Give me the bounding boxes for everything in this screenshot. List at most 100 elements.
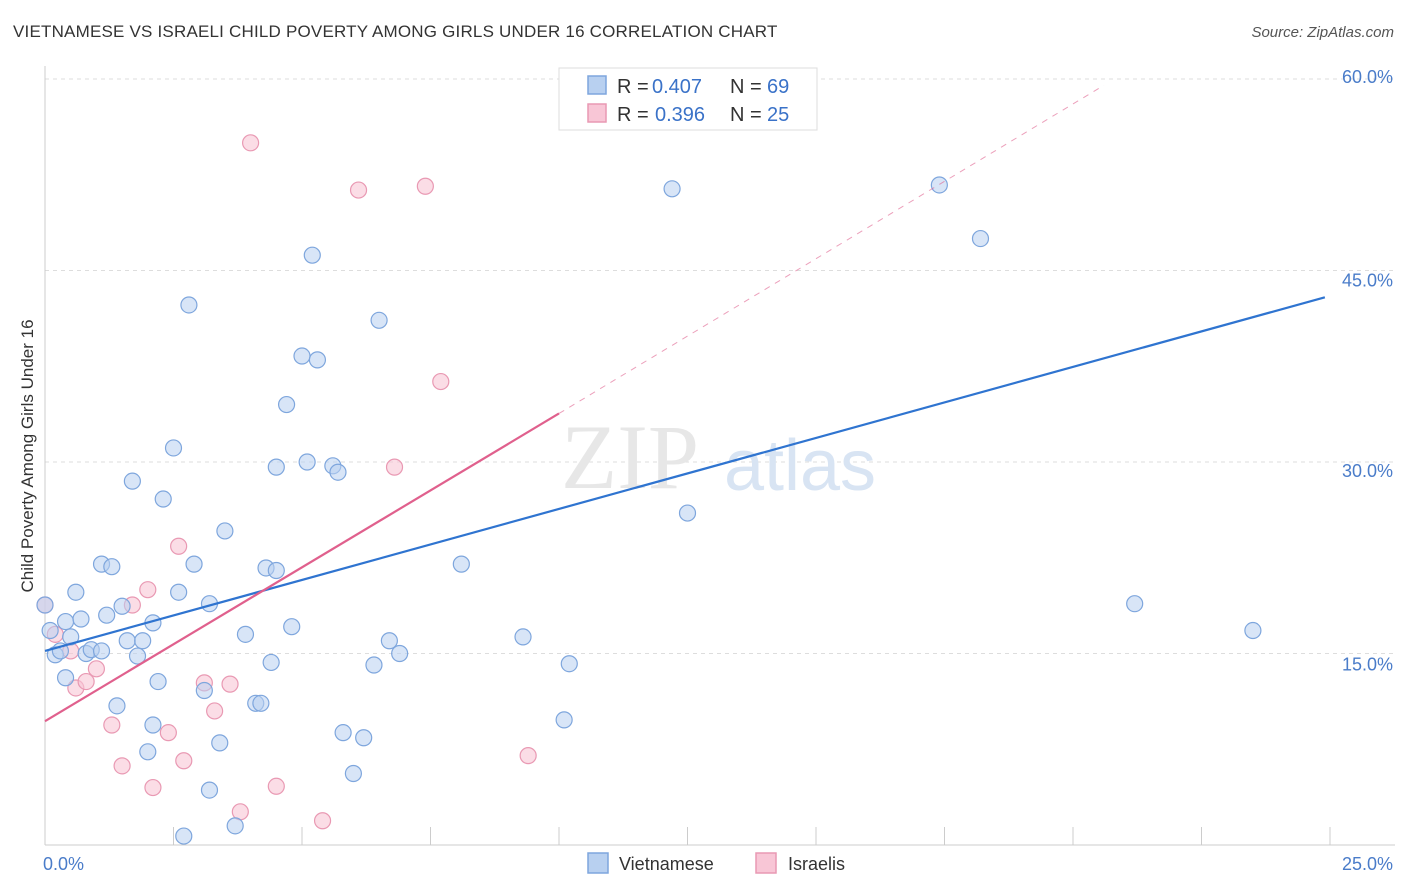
x-tick-label: 0.0% bbox=[43, 854, 84, 874]
vietnamese-point bbox=[365, 656, 383, 674]
vietnamese-point bbox=[154, 490, 172, 508]
vietnamese-point bbox=[103, 558, 121, 576]
vietnamese-point bbox=[92, 642, 111, 660]
vietnamese-point bbox=[180, 296, 198, 314]
vietnamese-point bbox=[555, 711, 573, 729]
israelis-trend-line bbox=[44, 412, 560, 723]
y-tick-label: 45.0% bbox=[1342, 271, 1393, 291]
legend-n-value-israelis: 25 bbox=[767, 104, 789, 126]
vietnamese-point bbox=[267, 458, 285, 476]
israelis-point bbox=[519, 747, 537, 765]
israelis-point bbox=[432, 372, 450, 391]
watermark-zip: ZIP bbox=[561, 406, 699, 508]
vietnamese-point bbox=[308, 351, 327, 369]
legend-r-value-israelis: 0.396 bbox=[655, 104, 705, 126]
vietnamese-trend-line bbox=[44, 296, 1326, 653]
vietnamese-point bbox=[355, 729, 373, 747]
trend-lines bbox=[44, 84, 1326, 723]
israelis-trend-extension bbox=[558, 84, 1105, 414]
israelis-point bbox=[221, 675, 239, 693]
vietnamese-point bbox=[170, 583, 188, 601]
vietnamese-points bbox=[36, 176, 1262, 845]
legend-r-label-2: R = bbox=[617, 104, 649, 126]
vietnamese-point bbox=[514, 628, 532, 646]
israelis-point bbox=[416, 177, 434, 195]
vietnamese-point bbox=[149, 672, 167, 691]
y-tick-label: 30.0% bbox=[1342, 461, 1393, 481]
vietnamese-point bbox=[134, 632, 152, 650]
vietnamese-point bbox=[128, 647, 147, 665]
vietnamese-point bbox=[303, 246, 321, 264]
vietnamese-point bbox=[262, 653, 280, 672]
vietnamese-point bbox=[108, 697, 126, 715]
vietnamese-point bbox=[123, 472, 141, 490]
vietnamese-point bbox=[1126, 595, 1144, 613]
y-tick-label: 60.0% bbox=[1342, 67, 1393, 87]
vietnamese-point bbox=[211, 734, 229, 752]
israelis-point bbox=[175, 752, 193, 770]
grid-lines bbox=[45, 78, 1395, 654]
vietnamese-point bbox=[277, 395, 296, 414]
y-axis-title: Child Poverty Among Girls Under 16 bbox=[18, 319, 37, 592]
vietnamese-point bbox=[200, 781, 219, 799]
legend-r-label-1: R = bbox=[617, 76, 649, 98]
vietnamese-point bbox=[41, 621, 59, 640]
vietnamese-point bbox=[226, 817, 244, 835]
vietnamese-point bbox=[36, 596, 54, 614]
vietnamese-point bbox=[175, 827, 193, 845]
vietnamese-point bbox=[930, 176, 948, 194]
bottom-legend-swatch-israelis bbox=[755, 852, 777, 874]
chart-title: VIETNAMESE VS ISRAELI CHILD POVERTY AMON… bbox=[13, 22, 778, 41]
vietnamese-point bbox=[113, 597, 131, 615]
vietnamese-point bbox=[164, 439, 183, 457]
watermark: ZIP atlas bbox=[561, 406, 876, 508]
israelis-point bbox=[113, 757, 131, 775]
vietnamese-point bbox=[370, 311, 388, 329]
israelis-point bbox=[103, 716, 121, 734]
legend-n-label-2: N = bbox=[730, 104, 762, 126]
correlation-legend: R = 0.407 N = 69 R = 0.396 N = 25 bbox=[558, 67, 818, 131]
vietnamese-point bbox=[144, 716, 162, 734]
israelis-point bbox=[170, 537, 188, 555]
vietnamese-point bbox=[283, 618, 301, 636]
vietnamese-point bbox=[298, 453, 316, 471]
bottom-legend-vietnamese: Vietnamese bbox=[619, 854, 714, 874]
vietnamese-point bbox=[118, 632, 136, 650]
series-legend: Vietnamese Israelis bbox=[587, 852, 845, 874]
vietnamese-point bbox=[56, 669, 75, 687]
vietnamese-point bbox=[293, 347, 311, 365]
bottom-legend-swatch-vietnamese bbox=[587, 852, 609, 874]
watermark-atlas: atlas bbox=[724, 426, 876, 506]
vietnamese-point bbox=[560, 655, 578, 673]
vietnamese-point bbox=[391, 644, 409, 663]
vietnamese-point bbox=[452, 555, 470, 573]
legend-r-value-vietnamese: 0.407 bbox=[652, 76, 702, 98]
vietnamese-point bbox=[185, 555, 203, 573]
source-credit: Source: ZipAtlas.com bbox=[1251, 24, 1394, 41]
vietnamese-point bbox=[344, 764, 362, 783]
israelis-point bbox=[159, 724, 177, 742]
vietnamese-point bbox=[1244, 621, 1262, 640]
vietnamese-point bbox=[72, 610, 90, 628]
vietnamese-point bbox=[139, 743, 157, 761]
israelis-point bbox=[313, 812, 332, 830]
vietnamese-point bbox=[252, 694, 270, 712]
tick-labels: 15.0% 30.0% 45.0% 60.0% 0.0% 25.0% bbox=[43, 67, 1393, 874]
vietnamese-point bbox=[971, 229, 990, 248]
israelis-point bbox=[385, 458, 404, 476]
legend-swatch-israelis bbox=[587, 103, 607, 123]
israelis-points bbox=[36, 134, 537, 830]
vietnamese-point bbox=[334, 724, 352, 742]
legend-n-value-vietnamese: 69 bbox=[767, 76, 789, 98]
vietnamese-point bbox=[56, 612, 75, 631]
y-tick-label: 15.0% bbox=[1342, 655, 1393, 675]
legend-n-label-1: N = bbox=[730, 76, 762, 98]
israelis-point bbox=[139, 581, 157, 599]
vietnamese-point bbox=[267, 561, 285, 580]
vietnamese-point bbox=[195, 681, 213, 700]
vietnamese-point bbox=[678, 504, 697, 522]
vietnamese-point bbox=[329, 463, 347, 481]
vietnamese-point bbox=[380, 632, 398, 650]
vietnamese-point bbox=[216, 522, 234, 540]
